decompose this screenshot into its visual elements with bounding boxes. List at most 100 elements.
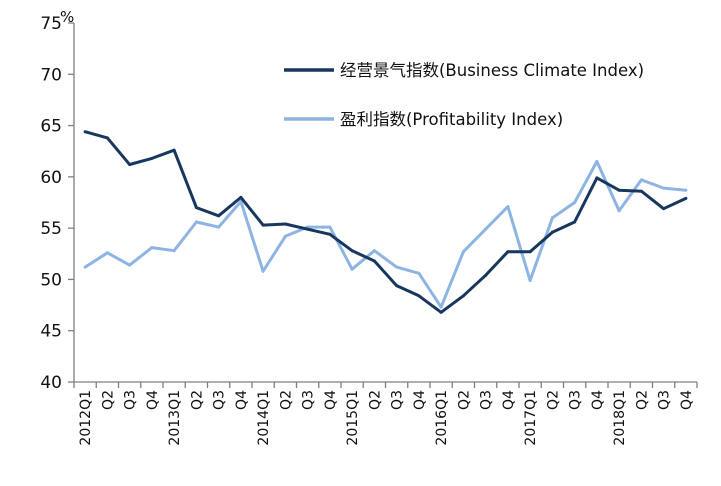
x-tick-label: Q4 (323, 390, 339, 410)
data-point-business-climate (328, 232, 332, 236)
x-tick-label: Q3 (568, 390, 584, 410)
y-tick-label: 55 (40, 219, 62, 239)
data-point-profitability (395, 265, 399, 269)
data-point-business-climate (372, 259, 376, 263)
x-tick-label: Q3 (212, 390, 228, 410)
data-point-profitability (194, 220, 198, 224)
y-tick-label: 75 (40, 14, 62, 34)
data-point-business-climate (283, 222, 287, 226)
legend-label-profitability: 盈利指数(Profitability Index) (340, 110, 563, 129)
data-point-profitability (372, 249, 376, 253)
series-line-profitability (84, 160, 687, 309)
x-tick-label: 2012Q1 (78, 390, 94, 446)
data-point-profitability (328, 225, 332, 229)
y-tick-label: 65 (40, 117, 62, 137)
x-tick-label: Q4 (234, 390, 250, 410)
data-point-profitability (595, 159, 599, 163)
data-point-profitability (484, 227, 488, 231)
data-point-profitability (283, 234, 287, 238)
x-tick-label: Q2 (100, 390, 116, 410)
data-point-business-climate (417, 294, 421, 298)
data-point-business-climate (573, 220, 577, 224)
data-point-profitability (417, 271, 421, 275)
x-tick-label: 2018Q1 (612, 390, 628, 446)
y-tick-label: 45 (40, 322, 62, 342)
data-point-business-climate (128, 163, 132, 167)
series-lines (83, 130, 688, 314)
x-tick-label: 2014Q1 (256, 390, 272, 446)
data-point-business-climate (617, 188, 621, 192)
data-point-business-climate (550, 230, 554, 234)
data-point-profitability (573, 201, 577, 204)
x-tick-label: Q2 (189, 390, 205, 410)
x-axis-ticks: 2012Q1 Q2 Q3 Q4 2013Q1 Q2 Q3 Q4 2014Q1 Q2 Q3 Q4 2015… (73, 382, 698, 446)
data-point-business-climate (439, 310, 443, 314)
data-point-profitability (617, 209, 621, 213)
x-tick-label: Q3 (390, 390, 406, 410)
x-tick-label: Q2 (634, 390, 650, 410)
data-point-business-climate (595, 176, 599, 180)
data-point-business-climate (172, 148, 176, 152)
data-point-profitability (150, 246, 154, 250)
data-point-business-climate (528, 250, 532, 254)
y-tick-label: 40 (40, 373, 62, 393)
data-point-profitability (217, 225, 221, 229)
data-point-profitability (684, 188, 688, 192)
x-tick-label: Q3 (479, 390, 495, 410)
x-tick-label: Q3 (301, 390, 317, 410)
x-tick-label: Q2 (545, 390, 561, 410)
data-point-business-climate (506, 250, 510, 254)
data-point-business-climate (105, 136, 109, 140)
y-axis-ticks: 40 45 50 55 60 65 70 75 (40, 14, 74, 393)
data-point-profitability (350, 267, 354, 271)
data-point-business-climate (239, 195, 243, 199)
data-point-business-climate (395, 284, 399, 288)
data-point-business-climate (306, 227, 310, 231)
data-point-business-climate (150, 156, 154, 160)
data-point-business-climate (83, 130, 87, 134)
data-point-profitability (461, 250, 465, 254)
x-tick-label: Q3 (657, 390, 673, 410)
data-point-business-climate (217, 214, 221, 218)
data-point-profitability (83, 265, 87, 269)
x-tick-label: Q4 (679, 390, 695, 410)
legend: 经营景气指数(Business Climate Index) 盈利指数(Prof… (284, 61, 644, 129)
x-tick-label: Q2 (456, 390, 472, 410)
data-point-business-climate (194, 206, 198, 210)
x-tick-label: Q4 (590, 390, 606, 410)
data-point-profitability (439, 305, 443, 309)
data-point-business-climate (662, 207, 666, 211)
x-tick-label: 2016Q1 (434, 390, 450, 446)
data-point-profitability (172, 249, 176, 253)
x-tick-label: 2015Q1 (345, 390, 361, 446)
data-point-profitability (239, 199, 243, 203)
data-point-business-climate (461, 294, 465, 298)
data-point-profitability (506, 205, 510, 209)
x-tick-label: Q3 (123, 390, 139, 410)
data-point-profitability (662, 186, 666, 190)
data-point-business-climate (684, 196, 688, 200)
x-tick-label: Q2 (278, 390, 294, 410)
y-tick-label: 50 (40, 270, 62, 290)
data-point-business-climate (261, 223, 265, 227)
x-tick-label: 2013Q1 (167, 390, 183, 446)
data-point-profitability (550, 216, 554, 220)
data-point-business-climate (350, 249, 354, 253)
x-tick-label: Q4 (412, 390, 428, 410)
x-tick-label: Q2 (367, 390, 383, 410)
x-tick-label: Q4 (501, 390, 517, 410)
legend-label-business-climate: 经营景气指数(Business Climate Index) (340, 61, 644, 80)
data-point-business-climate (484, 273, 488, 277)
x-tick-label: 2017Q1 (523, 390, 539, 446)
data-point-profitability (528, 278, 532, 282)
data-point-profitability (261, 269, 265, 273)
y-tick-label: 60 (40, 168, 62, 188)
data-point-profitability (105, 251, 109, 255)
data-point-business-climate (639, 189, 643, 193)
series-line-business-climate (84, 130, 687, 314)
y-axis-unit-label: % (60, 8, 74, 26)
data-point-profitability (128, 263, 132, 267)
data-point-profitability (639, 178, 643, 182)
x-tick-label: Q4 (145, 390, 161, 410)
